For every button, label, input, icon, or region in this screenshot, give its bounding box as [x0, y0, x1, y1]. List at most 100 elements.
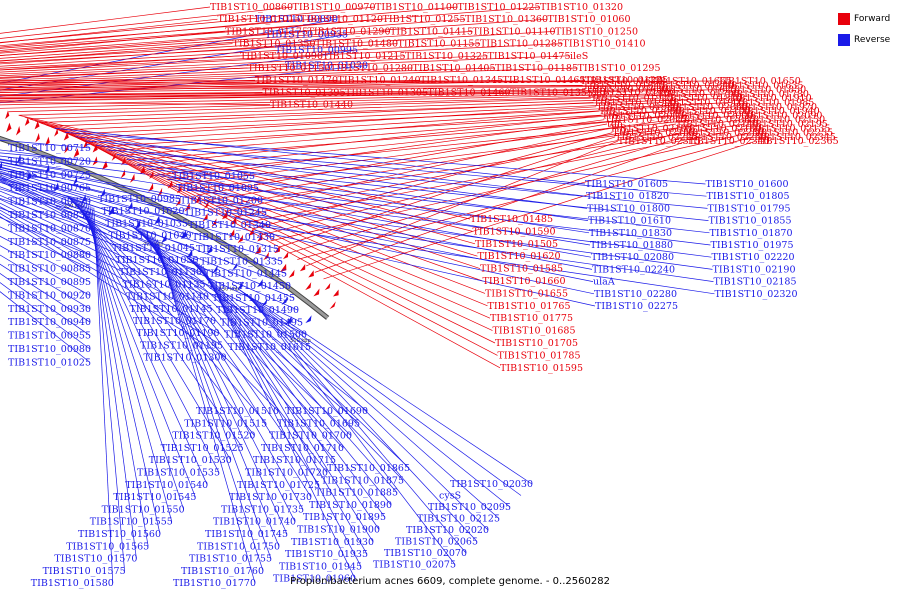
reverse-gene-label: TIB1ST10_01340: [188, 220, 271, 231]
leader-line: [0, 164, 271, 226]
leader-line: [0, 263, 91, 323]
leader-line: [157, 173, 591, 246]
leader-line: [176, 184, 592, 258]
forward-gene-label: TIB1ST10_02365: [756, 136, 839, 147]
reverse-gene-label: TIB1ST10_01525: [161, 443, 244, 454]
forward-gene-label: TIB1ST10_01090: [240, 51, 323, 62]
leader-line: [0, 31, 556, 64]
leader-line: [187, 119, 743, 191]
forward-gene-label: TIB1ST10_01620: [478, 251, 561, 262]
leader-line: [116, 154, 589, 221]
leader-line: [79, 201, 196, 498]
forward-gene-label: TIB1ST10_01305: [345, 87, 428, 98]
reverse-gene-label: TIB1ST10_00920: [8, 290, 91, 301]
leader-line: [0, 6, 376, 43]
reverse-gene-label: TIB1ST10_01020: [102, 206, 185, 217]
reverse-gene-arrow: [257, 279, 263, 288]
reverse-gene-label: TIB1ST10_01540: [125, 480, 208, 491]
leader-line: [0, 18, 218, 44]
forward-gene-arrow: [24, 117, 30, 126]
reverse-gene-label: TIB1ST10_01800: [587, 203, 670, 214]
leader-line: [0, 168, 279, 250]
reverse-gene-label: TIB1ST10_01770: [173, 578, 256, 589]
forward-gene-label: TIB1ST10_01250: [555, 26, 638, 37]
forward-gene-label: TIB1ST10_01185: [495, 63, 578, 74]
reverse-gene-label: TIB1ST10_01975: [711, 240, 794, 251]
reverse-gene-label: TIB1ST10_01615: [228, 342, 311, 353]
leader-line: [0, 161, 267, 213]
reverse-gene-arrow: [285, 316, 292, 325]
leader-line: [89, 106, 666, 143]
reverse-gene-label: TIB1ST10_00770: [8, 197, 91, 208]
forward-gene-label: TIB1ST10_01240: [338, 75, 421, 86]
forward-gene-label: TIB1ST10_02195: [745, 119, 828, 130]
leader-line: [254, 229, 596, 307]
forward-gene-label: TIB1ST10_01480: [315, 39, 398, 50]
legend: Forward Reverse: [838, 8, 898, 50]
leader-line: [96, 144, 588, 209]
legend-forward-label: Forward: [854, 13, 891, 24]
forward-gene-label: TIB1ST10_02315: [618, 136, 701, 147]
leader-line: [0, 6, 458, 47]
reverse-gene-label: TIB1ST10_00890: [255, 14, 338, 25]
leader-line: [188, 257, 398, 493]
leader-line: [0, 254, 91, 310]
forward-gene-arrow: [324, 282, 331, 291]
reverse-gene-label: TIB1ST10_00830: [8, 210, 91, 221]
forward-gene-arrow: [64, 144, 69, 154]
leader-line: [0, 43, 563, 71]
leader-line: [0, 170, 283, 262]
leader-line: [0, 89, 586, 96]
leader-line: [0, 43, 398, 67]
leader-line: [0, 172, 287, 274]
reverse-swatch: [838, 33, 850, 46]
reverse-gene-label: TIB1ST10_01030: [285, 61, 368, 72]
label-layer: TIB1ST10_00715 TIB1ST10_00720 TIB1ST10_007…: [8, 2, 839, 589]
forward-gene-label: TIB1ST10_01280: [330, 63, 413, 74]
leader-line: [126, 158, 709, 221]
leader-line: [237, 288, 533, 485]
leader-line: [242, 291, 500, 519]
forward-gene-arrow: [288, 269, 295, 278]
leader-line: [0, 55, 323, 73]
reverse-gene-label: TIB1ST10_00870: [8, 223, 91, 234]
leader-line: [72, 198, 243, 449]
leader-line: [0, 207, 91, 243]
forward-gene-arrow: [332, 289, 339, 297]
leader-line: [0, 31, 226, 53]
reverse-gene-label: TIB1ST10_01040: [109, 231, 192, 242]
leader-line: [0, 6, 293, 39]
forward-gene-label: TIB1ST10_01290: [308, 26, 391, 37]
reverse-gene-label: TIB1ST10_01430: [192, 232, 275, 243]
reverse-gene-label: cysS: [439, 491, 461, 502]
scale-tick-label: 450 kbp: [219, 286, 239, 292]
leader-line: [0, 175, 295, 299]
reverse-gene-label: TIB1ST10_01875: [321, 475, 404, 486]
leader-line: [79, 106, 597, 139]
reverse-gene-label: TIB1ST10_01830: [589, 228, 672, 239]
forward-gene-arrow: [92, 156, 98, 166]
leader-line: [279, 136, 616, 248]
leader-line: [106, 149, 708, 209]
forward-gene-label: TIB1ST10_02100: [668, 106, 751, 117]
forward-gene-label: TIB1ST10_01635: [721, 80, 804, 91]
leader-line: [0, 149, 91, 162]
leader-line: [93, 207, 114, 584]
leader-line: [0, 235, 91, 283]
leader-line: [158, 115, 740, 175]
reverse-gene-label: TIB1ST10_01690: [285, 406, 368, 417]
reverse-gene-arrow: [26, 171, 32, 181]
reverse-gene-label: TIB1ST10_00930: [8, 304, 91, 315]
leader-line: [0, 84, 721, 93]
reverse-gene-label: TIB1ST10_01050: [116, 255, 199, 266]
reverse-gene-label: TIB1ST10_01895: [303, 512, 386, 523]
forward-gene-label: TIB1ST10_02035: [602, 110, 685, 121]
leader-line: [0, 217, 91, 256]
leader-line: [0, 67, 248, 79]
reverse-gene-label: TIB1ST10_01045: [112, 243, 195, 254]
backbone-edge-inner: [0, 140, 327, 320]
forward-gene-label: TIB1ST10_01470: [255, 75, 338, 86]
forward-gene-label: TIB1ST10_01705: [495, 338, 578, 349]
reverse-gene-arrow: [72, 176, 78, 186]
